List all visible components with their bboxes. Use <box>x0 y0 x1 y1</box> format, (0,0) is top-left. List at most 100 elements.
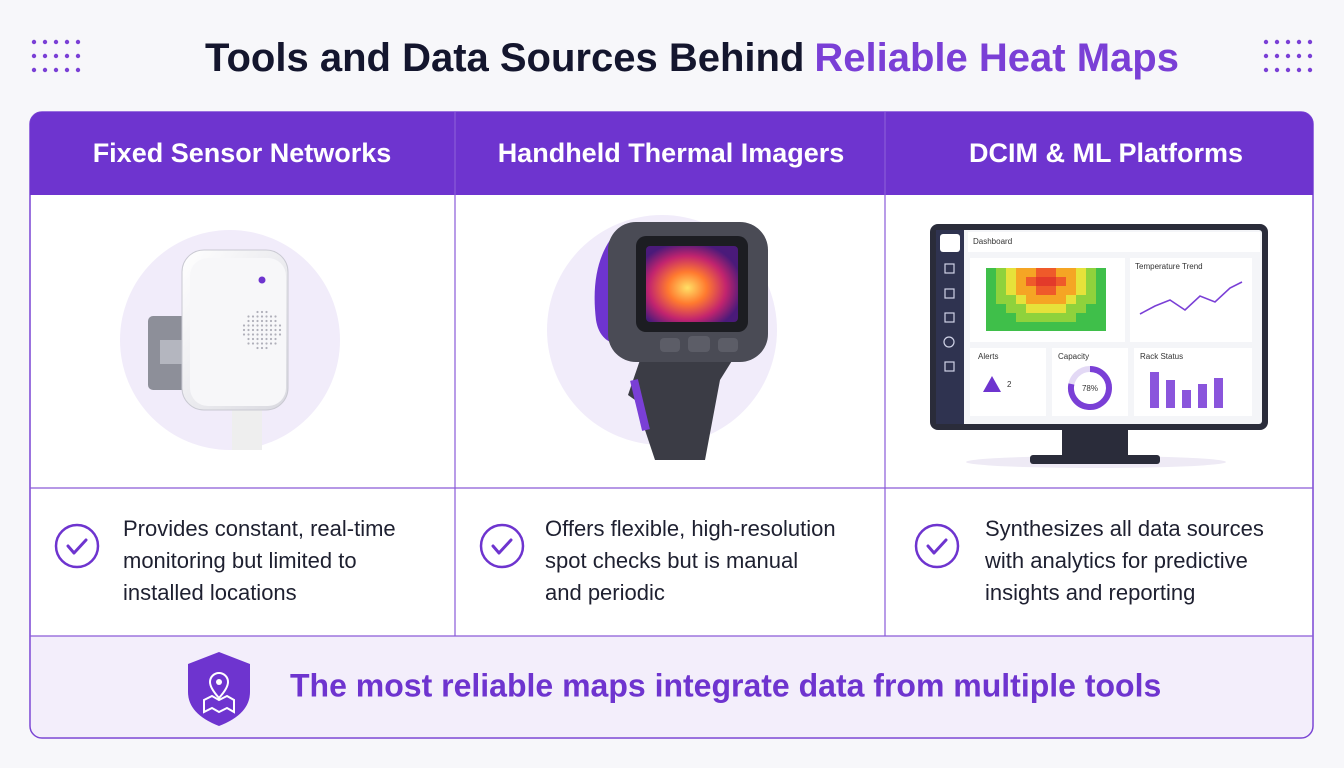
heat-cell <box>1036 286 1046 295</box>
decoration <box>646 246 738 322</box>
decoration <box>1150 372 1159 408</box>
heat-cell <box>1006 268 1016 277</box>
alert-count: 2 <box>1007 380 1012 389</box>
decoration <box>203 694 235 714</box>
title-highlight: Reliable Heat Maps <box>814 36 1179 80</box>
dot <box>75 53 81 59</box>
heat-cell <box>1076 313 1086 322</box>
grill-dot <box>247 342 250 345</box>
heat-cell <box>1066 304 1076 313</box>
decoration <box>944 288 955 299</box>
heat-cell <box>986 295 996 304</box>
heat-cell <box>1076 304 1086 313</box>
dot <box>53 39 59 45</box>
heat-cell <box>1036 313 1046 322</box>
check-icon <box>479 523 525 569</box>
heat-cell <box>1096 268 1106 277</box>
grill-dot <box>260 333 264 336</box>
grill-dot <box>274 315 277 318</box>
footer-text: The most reliable maps integrate data fr… <box>290 667 1161 703</box>
heat-cell <box>1076 286 1086 295</box>
dot <box>1285 39 1291 45</box>
decoration <box>1198 384 1207 408</box>
grill-dot <box>242 333 246 336</box>
heat-cell <box>1016 313 1026 322</box>
dot <box>1296 39 1302 45</box>
heat-cell <box>1066 268 1076 277</box>
decoration <box>943 263 955 372</box>
heat-cell <box>1006 313 1016 322</box>
decoration <box>1067 366 1112 410</box>
decoration <box>1150 372 1223 408</box>
decoration <box>1139 281 1243 315</box>
check-mark <box>66 538 88 555</box>
grill-dot <box>274 333 277 336</box>
heat-cell <box>1046 277 1056 286</box>
grill-dot <box>265 333 268 336</box>
heat-cell <box>1006 322 1016 331</box>
header-row <box>30 112 1313 195</box>
heat-cell <box>1036 277 1046 286</box>
grill-dot <box>256 337 259 341</box>
heat-cell <box>1086 304 1096 313</box>
description-line: Offers flexible, high-resolution <box>545 516 836 541</box>
grill-dot <box>251 333 255 336</box>
dot <box>75 39 81 45</box>
decoration <box>1030 455 1160 464</box>
dot <box>1263 67 1269 73</box>
grill-dot <box>251 328 255 332</box>
decoration <box>1182 390 1191 408</box>
check-mark <box>926 538 948 555</box>
heat-cell <box>1096 277 1106 286</box>
heat-cell <box>1026 286 1036 295</box>
heat-cell <box>1006 304 1016 313</box>
grill-dot <box>260 324 264 327</box>
heat-cell <box>1086 322 1096 331</box>
grill-dot <box>269 315 273 318</box>
decoration <box>943 336 955 348</box>
heat-cell <box>1026 295 1036 304</box>
heat-cell <box>1096 322 1106 331</box>
grill-dot <box>256 346 259 350</box>
heat-cell <box>996 295 1006 304</box>
heat-cell <box>1066 322 1076 331</box>
grill-dot <box>256 333 259 336</box>
decoration <box>983 376 1001 392</box>
grill-dot <box>278 333 282 336</box>
column-title: DCIM & ML Platforms <box>969 138 1243 168</box>
check-icon <box>54 523 100 569</box>
dot <box>1274 67 1280 73</box>
heat-cell <box>1016 286 1026 295</box>
grill-dot <box>247 337 250 341</box>
heat-cell <box>986 304 996 313</box>
decoration <box>936 230 964 424</box>
decoration <box>718 338 738 352</box>
panel-title: Rack Status <box>1140 352 1183 361</box>
grill-dot <box>274 328 277 332</box>
grill-dot <box>274 324 277 327</box>
heat-cell <box>1086 295 1096 304</box>
heat-cell <box>1016 304 1026 313</box>
heat-cell <box>1056 313 1066 322</box>
grill-dot <box>247 333 250 336</box>
decoration <box>190 258 286 406</box>
description-line: with analytics for predictive <box>984 548 1248 573</box>
grill-dot <box>269 324 273 327</box>
heat-cell <box>1046 322 1056 331</box>
decoration <box>944 361 955 372</box>
description-line: and periodic <box>545 580 665 605</box>
decoration <box>1214 378 1223 408</box>
heat-cell <box>1076 322 1086 331</box>
heat-cell <box>1016 277 1026 286</box>
heat-cell <box>996 277 1006 286</box>
heat-cell <box>986 286 996 295</box>
grill-dot <box>278 328 282 332</box>
heat-cell <box>996 268 1006 277</box>
heat-cell <box>996 304 1006 313</box>
grill-dot <box>269 342 273 345</box>
heat-cell <box>1006 277 1016 286</box>
decoration <box>944 263 955 274</box>
grill-dot <box>265 324 268 327</box>
capacity-value: 78% <box>1082 384 1098 393</box>
